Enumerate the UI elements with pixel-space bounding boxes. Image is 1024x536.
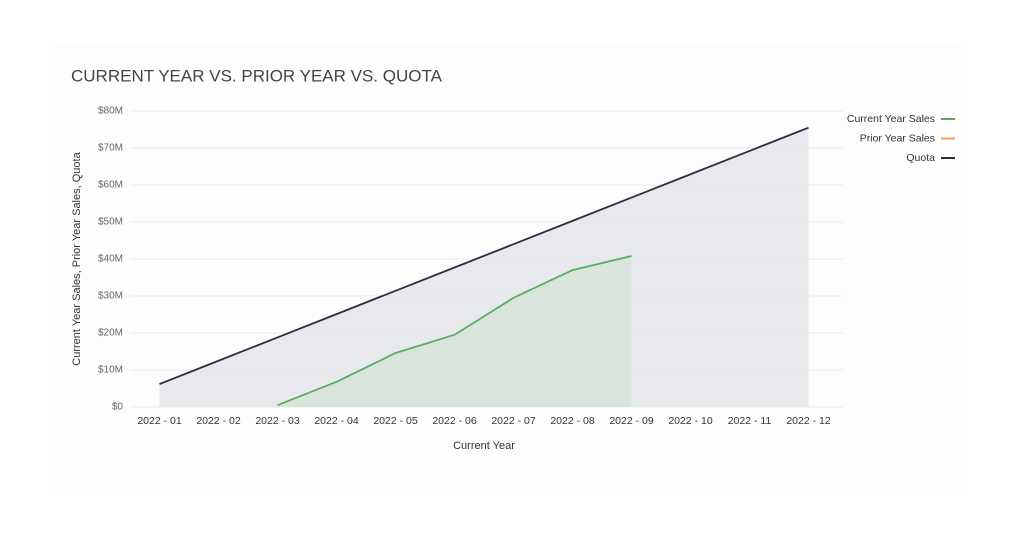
x-axis-label: Current Year: [453, 440, 515, 452]
chart-title: CURRENT YEAR VS. PRIOR YEAR VS. QUOTA: [71, 66, 443, 85]
y-tick-label: $30M: [98, 291, 123, 302]
area: [159, 127, 809, 408]
legend-label: Quota: [906, 152, 935, 164]
x-tick-label: 2022 - 05: [373, 415, 418, 427]
y-tick-label: $70M: [98, 143, 123, 154]
legend-label: Current Year Sales: [847, 113, 935, 125]
y-tick-label: $0: [112, 402, 124, 413]
y-tick-label: $40M: [98, 254, 123, 265]
x-tick-label: 2022 - 11: [728, 415, 772, 427]
x-tick-label: 2022 - 08: [550, 415, 595, 427]
line: [159, 126, 809, 385]
x-tick-label: 2022 - 12: [786, 415, 831, 427]
y-tick-label: $80M: [98, 106, 123, 117]
y-axis-label: Current Year Sales, Prior Year Sales, Qu…: [71, 151, 83, 365]
x-tick-label: 2022 - 09: [609, 415, 654, 427]
y-tick-label: $20M: [98, 328, 123, 339]
x-tick-label: 2022 - 02: [196, 415, 241, 427]
line: [277, 255, 632, 406]
legend-label: Prior Year Sales: [860, 132, 935, 144]
y-tick-label: $10M: [98, 365, 123, 376]
y-tick-label: $60M: [98, 180, 123, 191]
x-tick-label: 2022 - 07: [491, 415, 536, 427]
area: [277, 256, 632, 407]
x-tick-label: 2022 - 01: [137, 415, 182, 427]
x-tick-label: 2022 - 04: [314, 415, 359, 427]
x-tick-label: 2022 - 06: [432, 415, 477, 427]
x-tick-label: 2022 - 10: [668, 415, 713, 427]
x-tick-label: 2022 - 03: [255, 415, 300, 427]
y-tick-label: $50M: [98, 217, 123, 228]
